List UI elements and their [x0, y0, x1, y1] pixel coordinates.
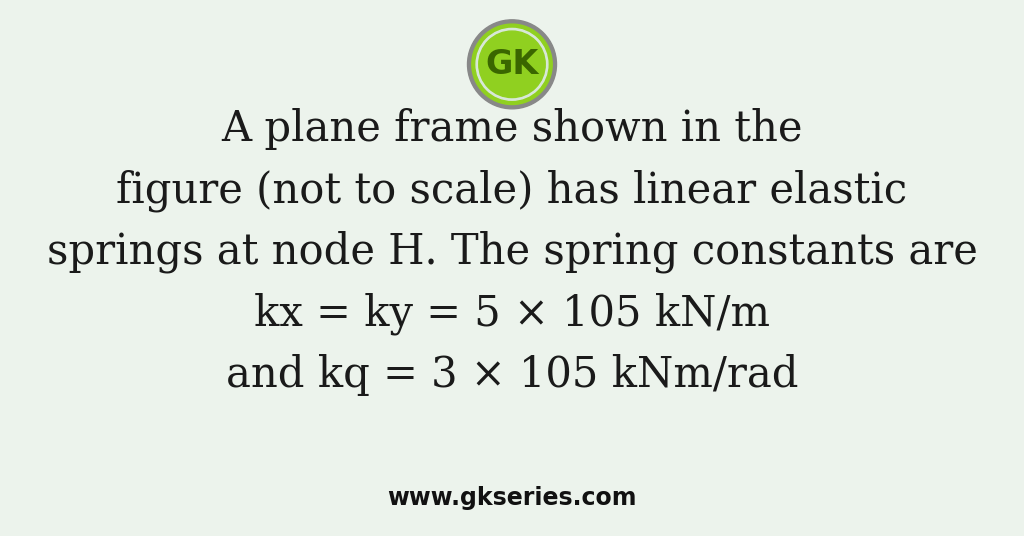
- Text: and kq = 3 × 105 kNm/rad: and kq = 3 × 105 kNm/rad: [225, 354, 799, 396]
- Text: A plane frame shown in the: A plane frame shown in the: [221, 108, 803, 150]
- Text: kx = ky = 5 × 105 kN/m: kx = ky = 5 × 105 kN/m: [254, 292, 770, 335]
- Text: figure (not to scale) has linear elastic: figure (not to scale) has linear elastic: [117, 169, 907, 212]
- Text: springs at node H. The spring constants are: springs at node H. The spring constants …: [46, 230, 978, 273]
- Text: www.gkseries.com: www.gkseries.com: [387, 487, 637, 510]
- Text: GK: GK: [485, 48, 539, 81]
